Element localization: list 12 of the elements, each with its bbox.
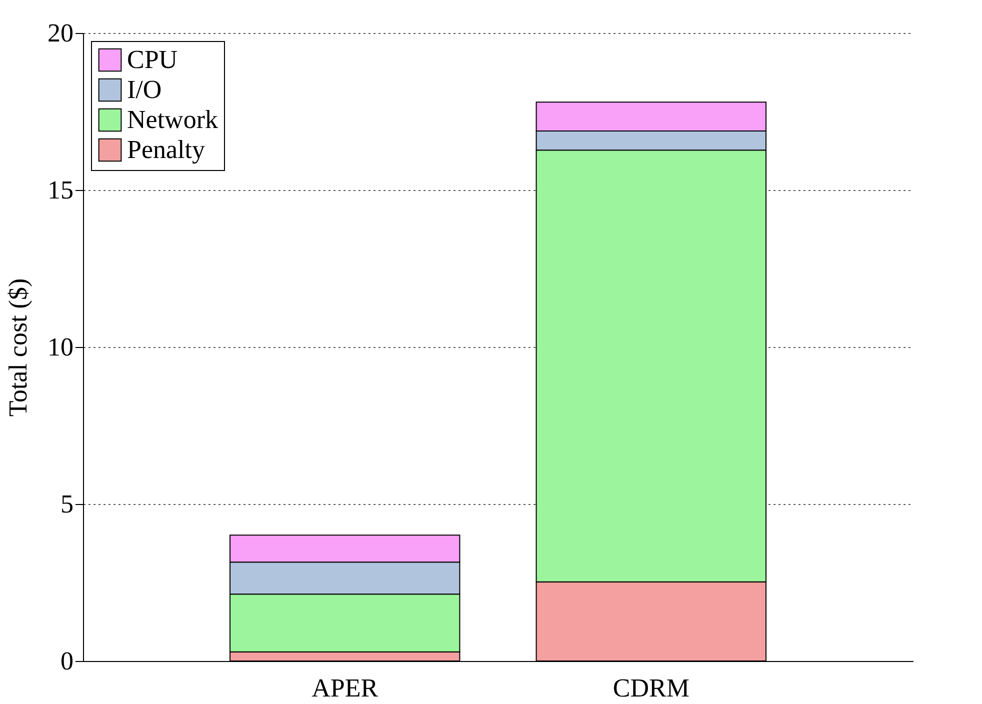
y-tick-label: 5	[60, 490, 74, 518]
y-tick-label: 15	[48, 176, 74, 204]
y-tick-label: 0	[60, 646, 74, 676]
legend-label: Network	[127, 105, 218, 134]
y-tick-label: 20	[48, 18, 74, 48]
y-tick-label: 10	[48, 332, 74, 362]
legend-label: I/O	[127, 75, 162, 104]
legend-label: CPU	[127, 45, 178, 74]
legend-label: Penalty	[127, 135, 205, 164]
x-tick-label: CDRM	[612, 674, 690, 702]
y-axis-title: Total cost ($)	[4, 278, 32, 417]
x-tick-label: APER	[312, 674, 379, 702]
